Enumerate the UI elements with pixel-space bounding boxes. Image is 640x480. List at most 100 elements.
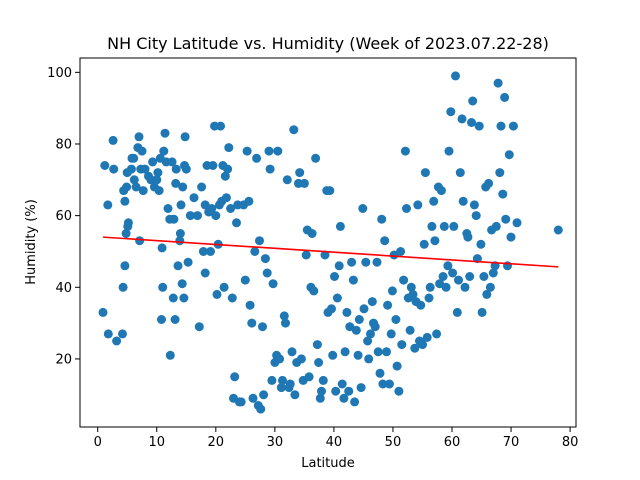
data-point xyxy=(285,379,295,389)
data-point xyxy=(506,232,516,242)
data-point xyxy=(327,304,336,314)
data-point xyxy=(299,178,309,188)
x-tick-label: 20 xyxy=(208,435,225,450)
data-point xyxy=(312,340,322,350)
data-point xyxy=(167,157,177,167)
data-point xyxy=(387,286,397,296)
data-point xyxy=(278,375,287,385)
data-point xyxy=(364,354,374,364)
data-point xyxy=(457,114,467,124)
data-point xyxy=(258,322,267,332)
data-point xyxy=(121,229,131,238)
data-point xyxy=(439,221,449,231)
data-point xyxy=(377,214,387,224)
data-point xyxy=(236,397,246,407)
data-point xyxy=(232,218,241,228)
chart-title: NH City Latitude vs. Humidity (Week of 2… xyxy=(107,34,549,53)
data-point xyxy=(169,214,179,224)
data-point xyxy=(479,272,489,281)
y-axis-label: Humidity (%) xyxy=(24,199,39,285)
data-point xyxy=(206,247,215,256)
data-point xyxy=(477,307,487,317)
data-point xyxy=(495,168,505,178)
data-point xyxy=(436,186,446,196)
data-point xyxy=(159,146,169,156)
data-point xyxy=(250,247,260,256)
data-point xyxy=(193,211,202,221)
data-point xyxy=(137,146,147,156)
data-point xyxy=(301,250,311,260)
data-point xyxy=(383,300,393,310)
data-point xyxy=(295,168,305,178)
data-point xyxy=(384,379,394,389)
data-point xyxy=(419,239,429,249)
data-point xyxy=(458,196,468,206)
data-point xyxy=(424,293,434,303)
data-point xyxy=(230,372,240,382)
data-point xyxy=(373,347,383,357)
x-axis-ticks: 0 10 20 30 40 50 60 70 80 xyxy=(94,427,578,450)
data-point xyxy=(122,182,132,192)
data-point xyxy=(189,193,199,203)
data-point xyxy=(112,336,122,346)
data-point xyxy=(226,204,236,213)
data-point xyxy=(413,200,423,210)
data-point xyxy=(242,146,252,156)
data-point xyxy=(211,211,221,221)
data-point xyxy=(247,318,257,328)
plot-area-frame xyxy=(79,57,577,428)
data-point xyxy=(348,275,358,285)
y-axis-ticks: 20 40 60 80 100 xyxy=(47,66,80,367)
data-point xyxy=(508,121,518,131)
data-point xyxy=(496,121,506,131)
data-point xyxy=(240,275,250,285)
data-point xyxy=(160,128,170,138)
data-point xyxy=(200,268,210,278)
data-point xyxy=(183,257,193,267)
data-point xyxy=(153,168,163,178)
data-point xyxy=(406,282,416,292)
data-point xyxy=(408,289,418,299)
data-point xyxy=(392,361,402,371)
data-point xyxy=(208,161,218,170)
data-point xyxy=(335,221,345,231)
data-point xyxy=(176,200,186,210)
data-point xyxy=(400,146,410,156)
data-point xyxy=(460,282,470,292)
data-point xyxy=(163,204,173,213)
data-point xyxy=(418,340,427,350)
data-point xyxy=(504,150,514,160)
y-tick-label: 60 xyxy=(55,209,72,224)
data-point xyxy=(344,386,354,396)
data-point xyxy=(399,275,409,285)
data-point xyxy=(256,404,266,414)
data-point xyxy=(276,383,286,393)
data-point xyxy=(498,189,508,199)
data-point xyxy=(178,182,188,192)
data-point xyxy=(309,286,319,296)
data-point xyxy=(227,293,237,303)
data-point xyxy=(259,390,269,400)
data-point xyxy=(264,146,274,156)
data-point xyxy=(248,393,258,403)
data-point xyxy=(382,347,391,357)
data-point xyxy=(485,282,495,292)
data-point xyxy=(173,261,183,271)
data-point xyxy=(482,289,492,299)
data-point xyxy=(267,375,277,385)
data-point xyxy=(347,257,357,267)
data-point xyxy=(287,347,297,357)
data-point xyxy=(273,146,283,156)
data-point xyxy=(350,397,360,407)
data-point xyxy=(448,268,458,278)
data-point xyxy=(476,239,486,249)
data-point xyxy=(449,221,459,231)
data-point xyxy=(177,279,187,289)
data-point xyxy=(361,257,371,267)
data-point xyxy=(148,157,158,167)
data-point xyxy=(328,350,338,360)
data-point xyxy=(296,354,306,364)
data-point xyxy=(282,175,292,185)
points-layer xyxy=(98,71,563,414)
data-point xyxy=(354,315,364,324)
